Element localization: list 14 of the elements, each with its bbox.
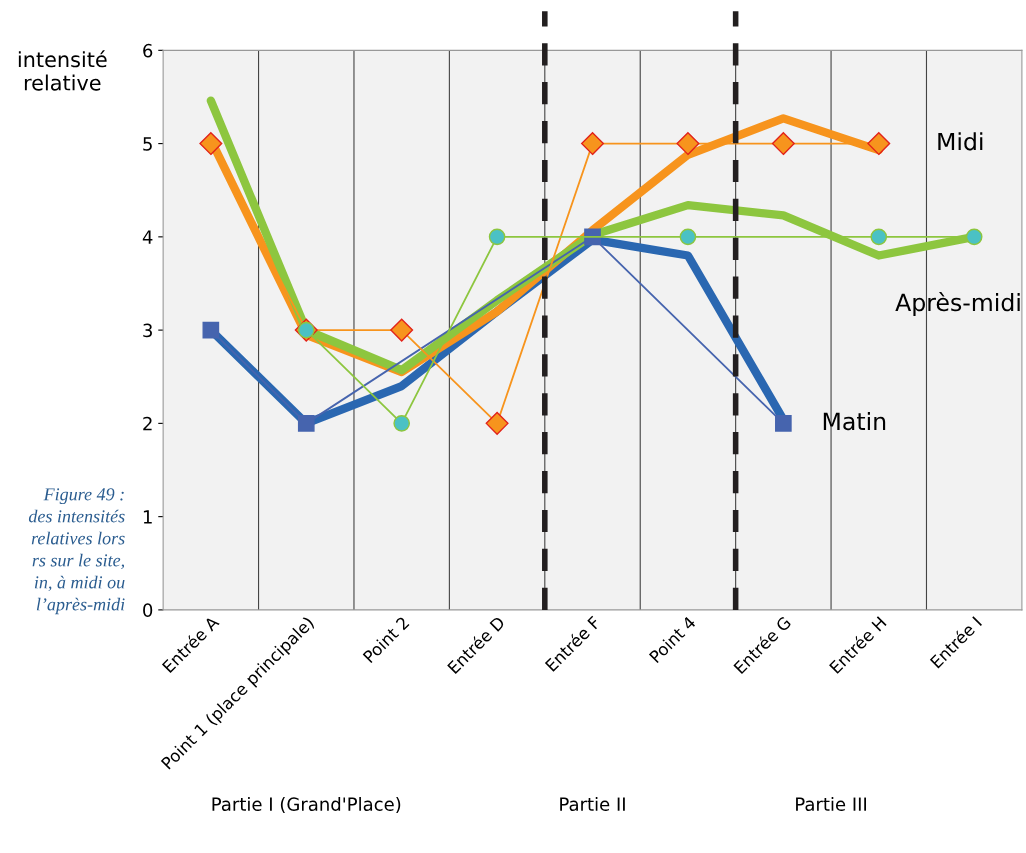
y-tick-label: 6 [143,43,153,58]
text: Partie I (Grand'Place) [212,797,401,814]
y-tick-label: 0 [143,603,153,618]
series-label: Matin [823,411,886,431]
y-tick-label: 3 [143,323,152,338]
caption: Figure 49 : des intensités relatives lors rs sur le site, in, à midi ou l’après-midi [28,488,125,615]
y-tick-label: 5 [143,137,152,151]
y-tick-label: 4 [142,230,153,244]
y-tick-label: 2 [143,416,152,431]
text: Partie II [560,797,625,811]
y-tick-label: 1 [143,510,152,524]
text: Midi [938,132,983,151]
y-axis-title: intensité relative [18,50,107,91]
text: Partie III [796,797,867,811]
